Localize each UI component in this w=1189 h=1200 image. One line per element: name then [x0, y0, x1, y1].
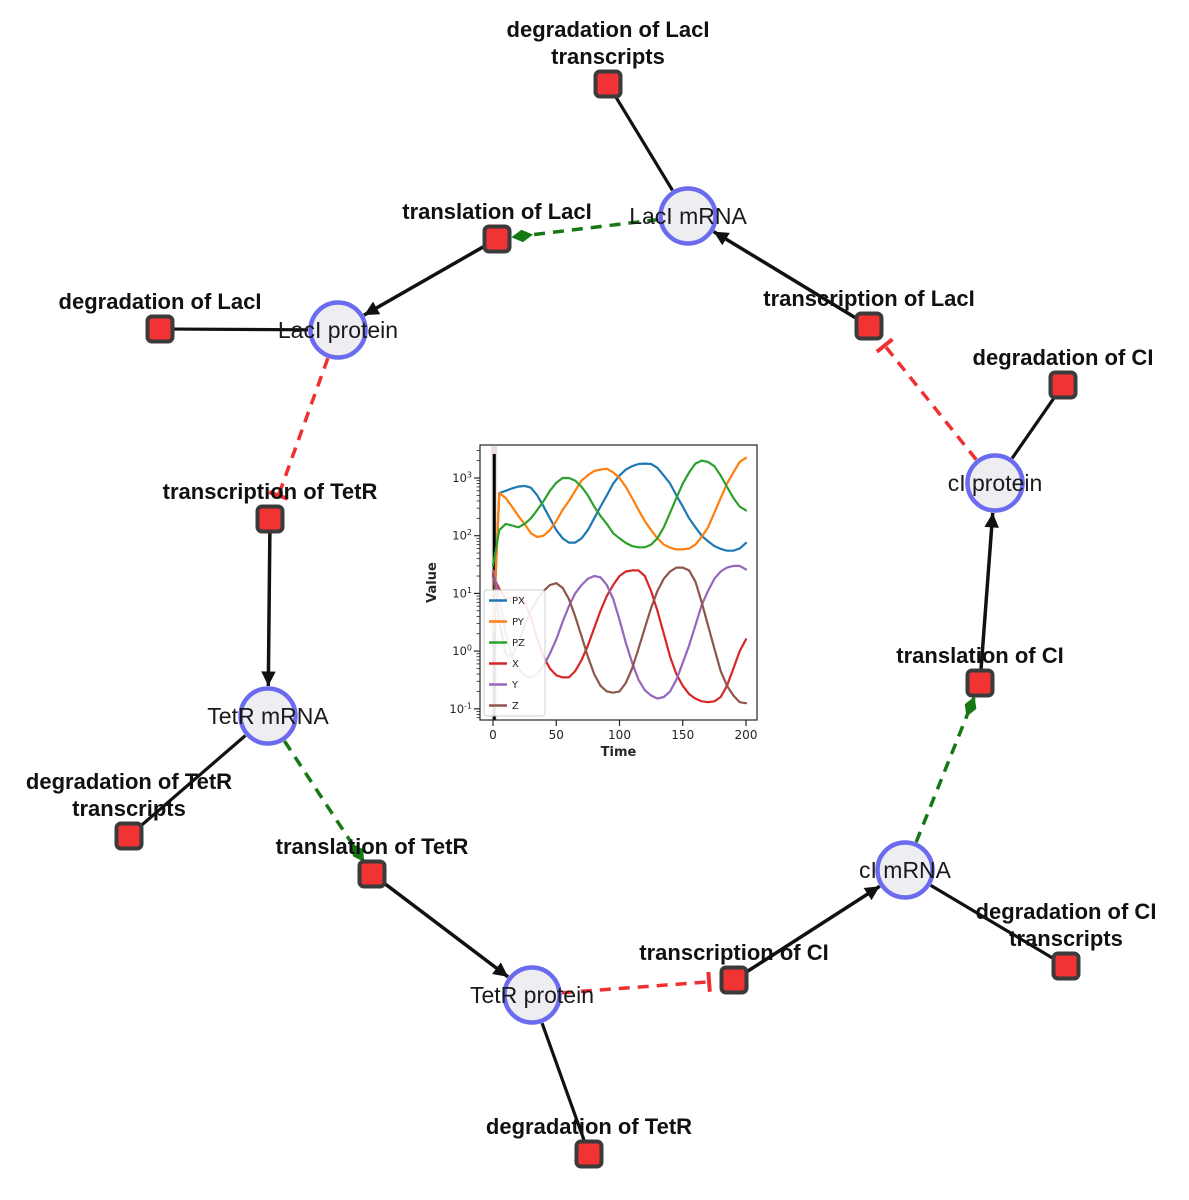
- edge-consumption-ci_protein-to-deg_ci: [1010, 396, 1057, 460]
- reaction-label-translation_tetr-line1: translation of TetR: [276, 834, 469, 859]
- series-line-PY: [491, 456, 748, 635]
- edge-consumption-tetr_protein-to-deg_tetr: [540, 1022, 586, 1141]
- legend-entry-Y: Y: [511, 680, 519, 691]
- x-axis-label: Time: [601, 745, 637, 760]
- reaction-label-translation_laci-line1: translation of LacI: [402, 199, 591, 224]
- species-label-laci_protein: LacI protein: [278, 317, 398, 343]
- reaction-node-deg_tetr[interactable]: [574, 1139, 604, 1169]
- reaction-label-deg_ci-line1: degradation of CI: [973, 345, 1154, 370]
- series-line-PZ: [491, 459, 748, 567]
- species-label-ci_protein: cI protein: [948, 470, 1043, 496]
- edge-production-translation_tetr-to-tetr_protein: [382, 881, 510, 979]
- y-tick-label: 100: [452, 644, 472, 659]
- reaction-node-translation_laci[interactable]: [482, 224, 512, 254]
- edge-inhibition-laci_protein-to-transcription_tetr: [268, 357, 330, 501]
- x-tick-label: 100: [608, 728, 631, 742]
- x-tick-label: 150: [671, 728, 694, 742]
- edge-consumption-laci_protein-to-deg_laci: [174, 327, 309, 332]
- species-label-laci_mrna: LacI mRNA: [629, 203, 747, 229]
- y-tick-label: 102: [452, 528, 472, 543]
- reaction-node-transcription_tetr[interactable]: [255, 504, 285, 534]
- x-tick-label: 50: [549, 728, 564, 742]
- edge-production-transcription_ci-to-ci_mrna: [745, 884, 881, 974]
- legend-entry-PY: PY: [512, 617, 525, 628]
- reaction-label-deg_ci_transcripts-line1: degradation of CI: [976, 899, 1157, 924]
- edge-production-transcription_laci-to-laci_mrna: [712, 230, 858, 320]
- species-label-tetr_mrna: TetR mRNA: [207, 703, 329, 729]
- edge-modifier-ci_mrna-to-translation_ci: [914, 696, 977, 843]
- reaction-label-transcription_tetr-line1: transcription of TetR: [163, 479, 378, 504]
- series-line-PX: [491, 462, 748, 635]
- species-node-ci_mrna[interactable]: [875, 840, 935, 900]
- reaction-label-deg_tetr-line1: degradation of TetR: [486, 1114, 692, 1139]
- edges-layer: [138, 95, 1057, 1141]
- reaction-label-transcription_ci-line1: transcription of CI: [639, 940, 828, 965]
- nodes-layer: degradation of LacItranscriptstranslatio…: [26, 17, 1157, 1169]
- edge-inhibition-ci_protein-to-transcription_laci: [875, 337, 978, 461]
- reaction-node-translation_ci[interactable]: [965, 668, 995, 698]
- reaction-node-transcription_ci[interactable]: [719, 965, 749, 995]
- edge-modifier-laci_mrna-to-translation_laci: [511, 217, 659, 243]
- species-node-ci_protein[interactable]: [965, 453, 1025, 513]
- legend-entry-PX: PX: [512, 596, 525, 607]
- reaction-node-transcription_laci[interactable]: [854, 311, 884, 341]
- edge-production-translation_laci-to-laci_protein: [363, 244, 486, 317]
- legend-entry-PZ: PZ: [512, 638, 525, 649]
- y-tick-label: 101: [452, 586, 472, 601]
- reaction-label-deg_laci_transcripts-line1: degradation of LacI: [507, 17, 710, 42]
- species-label-ci_mrna: cI mRNA: [859, 857, 952, 883]
- edge-consumption-ci_mrna-to-deg_ci_transcripts: [929, 883, 1055, 960]
- reaction-label-deg_laci-line1: degradation of LacI: [59, 289, 262, 314]
- reaction-node-deg_laci[interactable]: [145, 314, 175, 344]
- edge-consumption-laci_mrna-to-deg_laci_transcripts: [614, 95, 674, 192]
- chart-legend: PX PY PZ XYZ: [483, 589, 546, 717]
- y-tick-label: 103: [452, 471, 472, 486]
- edge-production-transcription_tetr-to-tetr_mrna: [261, 533, 276, 687]
- species-node-laci_mrna[interactable]: [658, 186, 718, 246]
- reaction-label-deg_tetr_transcripts-line1: degradation of TetR: [26, 769, 232, 794]
- reaction-label-deg_tetr_transcripts-line2: transcripts: [72, 796, 186, 821]
- x-tick-label: 200: [735, 728, 758, 742]
- reaction-node-translation_tetr[interactable]: [357, 859, 387, 889]
- species-node-tetr_mrna[interactable]: [238, 686, 298, 746]
- x-tick-label: 0: [489, 728, 497, 742]
- reaction-label-deg_laci_transcripts-line2: transcripts: [551, 44, 665, 69]
- y-tick-label: 10-1: [449, 701, 472, 716]
- reaction-node-deg_tetr_transcripts[interactable]: [114, 821, 144, 851]
- edge-inhibition-tetr_protein-to-transcription_ci: [561, 971, 712, 995]
- edge-modifier-tetr_mrna-to-translation_tetr: [283, 740, 365, 862]
- y-axis-label: Value: [425, 562, 440, 603]
- species-node-laci_protein[interactable]: [308, 300, 368, 360]
- reaction-label-deg_ci_transcripts-line2: transcripts: [1009, 926, 1123, 951]
- reaction-node-deg_ci_transcripts[interactable]: [1051, 951, 1081, 981]
- edge-production-translation_ci-to-ci_protein: [979, 512, 999, 669]
- edge-consumption-tetr_mrna-to-deg_tetr_transcripts: [138, 734, 247, 828]
- reaction-label-translation_ci-line1: translation of CI: [896, 643, 1063, 668]
- legend-entry-Z: Z: [512, 701, 519, 712]
- reaction-node-deg_ci[interactable]: [1048, 370, 1078, 400]
- reaction-label-transcription_laci-line1: transcription of LacI: [763, 286, 974, 311]
- reaction-node-deg_laci_transcripts[interactable]: [593, 69, 623, 99]
- species-node-tetr_protein[interactable]: [502, 965, 562, 1025]
- legend-entry-X: X: [512, 659, 519, 670]
- species-label-tetr_protein: TetR protein: [470, 982, 594, 1008]
